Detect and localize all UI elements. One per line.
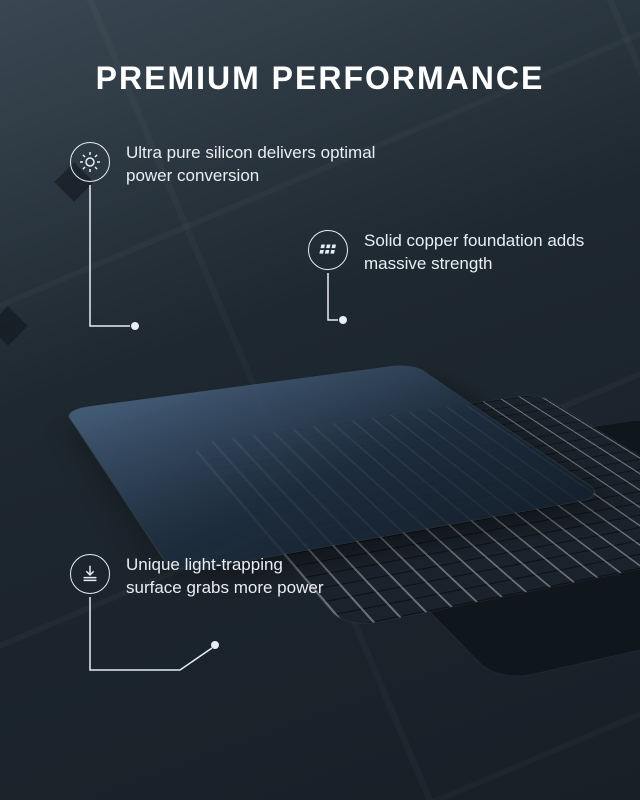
headline: PREMIUM PERFORMANCE (0, 60, 640, 97)
callout-text: Unique light-trapping surface grabs more… (126, 554, 323, 600)
arrow-to-lines-icon (70, 554, 110, 594)
grid-array-icon (308, 230, 348, 270)
callout-text: Ultra pure silicon delivers optimal powe… (126, 142, 375, 188)
sun-icon (70, 142, 110, 182)
callout-text: Solid copper foundation adds massive str… (364, 230, 584, 276)
